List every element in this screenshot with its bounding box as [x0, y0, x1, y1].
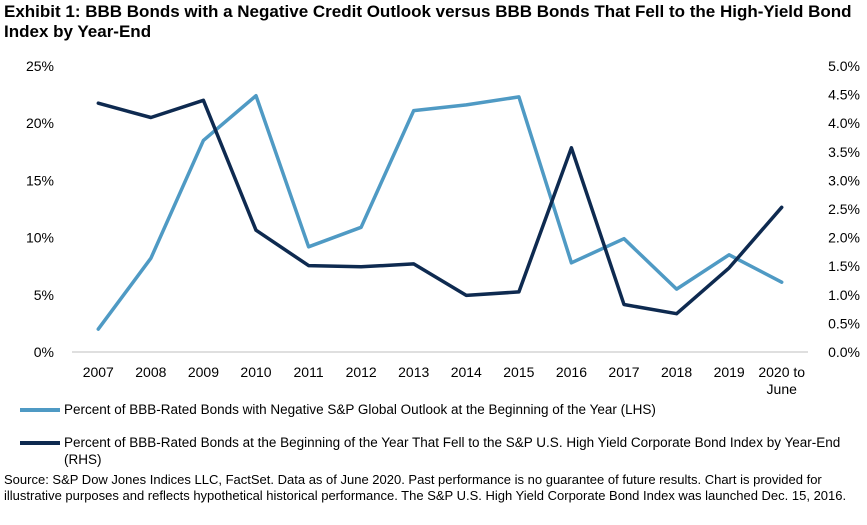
y-right-tick-label: 1.0% [828, 287, 860, 303]
x-tick-label: 2012 [346, 364, 377, 380]
y-right-tick-label: 2.5% [828, 201, 860, 217]
x-tick-label: 2020 to June [758, 364, 805, 397]
legend-label-negative-outlook: Percent of BBB-Rated Bonds with Negative… [64, 402, 656, 417]
y-left-tick-label: 15% [26, 172, 54, 188]
x-tick-label: 2010 [240, 364, 271, 380]
legend-label-fell-to-hy: Percent of BBB-Rated Bonds at the Beginn… [64, 435, 841, 467]
y-left-tick-label: 5% [34, 287, 54, 303]
x-tick-label: 2008 [135, 364, 166, 380]
x-tick-label: 2014 [451, 364, 482, 380]
y-right-tick-label: 0.5% [828, 315, 860, 331]
y-right-tick-label: 4.5% [828, 87, 860, 103]
x-tick-label: 2019 [714, 364, 745, 380]
y-right-tick-label: 5.0% [828, 58, 860, 74]
x-tick-label: 2009 [188, 364, 219, 380]
legend-swatch-negative-outlook [20, 408, 60, 412]
x-tick-label: 2017 [608, 364, 639, 380]
y-right-tick-label: 2.0% [828, 230, 860, 246]
x-tick-label: 2011 [294, 364, 324, 380]
y-left-tick-label: 20% [26, 115, 54, 131]
y-right-tick-label: 0.0% [828, 344, 860, 360]
x-tick-label: 2016 [556, 364, 587, 380]
y-right-tick-label: 4.0% [828, 115, 860, 131]
y-right-tick-label: 1.5% [828, 258, 860, 274]
y-left-tick-label: 10% [26, 230, 54, 246]
y-right-tick-label: 3.0% [828, 172, 860, 188]
x-tick-label: 2015 [503, 364, 534, 380]
legend-swatch-fell-to-hy [20, 441, 60, 445]
chart-title: Exhibit 1: BBB Bonds with a Negative Cre… [4, 2, 852, 41]
y-left-tick-label: 25% [26, 58, 54, 74]
source-note: Source: S&P Dow Jones Indices LLC, FactS… [4, 472, 847, 503]
series-line-negative-outlook [96, 93, 784, 331]
x-tick-label: 2013 [398, 364, 429, 380]
series-line-fell-to-hy [96, 98, 784, 316]
y-right-tick-label: 3.5% [828, 144, 860, 160]
line-chart: 0% 5% 10% 15% 20% 25% 0.0% 0.5% 1.0% 1.5% 2.0% 2.5%… [26, 58, 860, 397]
x-tick-label: 2007 [83, 364, 114, 380]
y-left-tick-label: 0% [34, 344, 54, 360]
x-tick-label: 2018 [661, 364, 692, 380]
